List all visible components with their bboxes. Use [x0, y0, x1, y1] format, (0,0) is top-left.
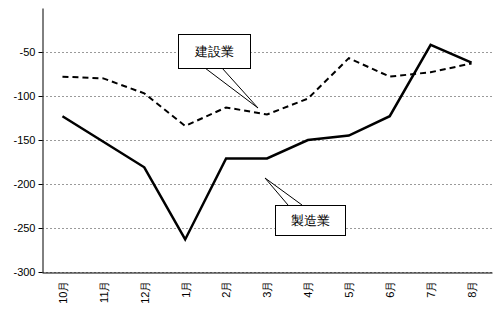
x-tick-label: 1月	[180, 281, 192, 298]
y-tick-mark	[39, 228, 43, 229]
x-tick: 2月	[220, 281, 232, 298]
x-tick-label: 5月	[343, 281, 355, 298]
series-line	[62, 45, 471, 239]
y-tick: -250	[13, 222, 42, 234]
x-tick: 7月	[425, 281, 437, 298]
y-tick-mark	[39, 52, 43, 53]
y-tick: -150	[13, 134, 42, 146]
y-tick-mark	[39, 184, 43, 185]
y-tick-mark	[39, 272, 43, 273]
x-tick: 4月	[302, 281, 314, 298]
grid-line	[42, 140, 492, 141]
y-tick: -300	[13, 266, 42, 278]
y-tick-mark	[39, 96, 43, 97]
series-callout: 製造業	[265, 178, 346, 236]
x-tick: 10月	[57, 281, 69, 304]
callout-pointer	[205, 68, 258, 108]
y-tick: -100	[13, 90, 42, 102]
y-tick-label: -150	[13, 134, 35, 146]
x-tick: 11月	[98, 281, 110, 303]
grid	[42, 53, 492, 273]
x-axis-line	[43, 273, 493, 274]
y-tick-label: -300	[13, 266, 35, 278]
y-tick: -50	[20, 46, 43, 58]
y-axis: -300 -250 -200 -150 -100 -50	[13, 9, 43, 279]
y-axis-line	[43, 9, 44, 273]
grid-line	[42, 228, 492, 229]
x-tick: 12月	[139, 281, 151, 304]
series-callout: 建設業	[179, 35, 259, 109]
x-axis: 10月 11月 12月 1月 2月 3月 4月 5月 6月 7月 8月	[43, 273, 493, 304]
x-tick: 5月	[343, 281, 355, 298]
grid-line	[42, 52, 492, 53]
x-tick: 1月	[180, 281, 192, 298]
x-tick: 3月	[261, 281, 273, 298]
y-tick-label: -50	[20, 46, 36, 58]
x-tick-label: 7月	[425, 281, 437, 298]
series-line	[62, 58, 471, 126]
x-tick-label: 4月	[302, 281, 314, 298]
y-tick: -200	[13, 178, 42, 190]
grid-line	[42, 184, 492, 185]
x-tick-label: 10月	[57, 281, 69, 304]
y-tick-mark	[39, 140, 43, 141]
y-tick-label: -200	[13, 178, 35, 190]
callout-pointer	[265, 178, 302, 205]
callout-label: 建設業	[194, 44, 234, 59]
x-tick-label: 3月	[261, 281, 273, 298]
x-tick: 6月	[384, 281, 396, 298]
callout-label: 製造業	[291, 213, 330, 228]
x-tick-label: 8月	[466, 281, 478, 298]
lines	[62, 45, 471, 239]
x-tick-label: 2月	[220, 281, 232, 298]
callout-box	[276, 206, 346, 236]
chart: -300 -250 -200 -150 -100 -50 10月 11月 12月 1月 2月 3月 4月…	[0, 0, 493, 315]
x-tick-label: 12月	[139, 281, 151, 304]
y-tick-label: -100	[13, 90, 35, 102]
x-tick-label: 6月	[384, 281, 396, 298]
y-tick-label: -250	[13, 222, 35, 234]
grid-line	[42, 96, 492, 97]
grid-line	[42, 272, 492, 273]
callout-box	[179, 35, 251, 69]
x-tick: 8月	[466, 281, 478, 298]
x-tick-label: 11月	[98, 281, 110, 303]
